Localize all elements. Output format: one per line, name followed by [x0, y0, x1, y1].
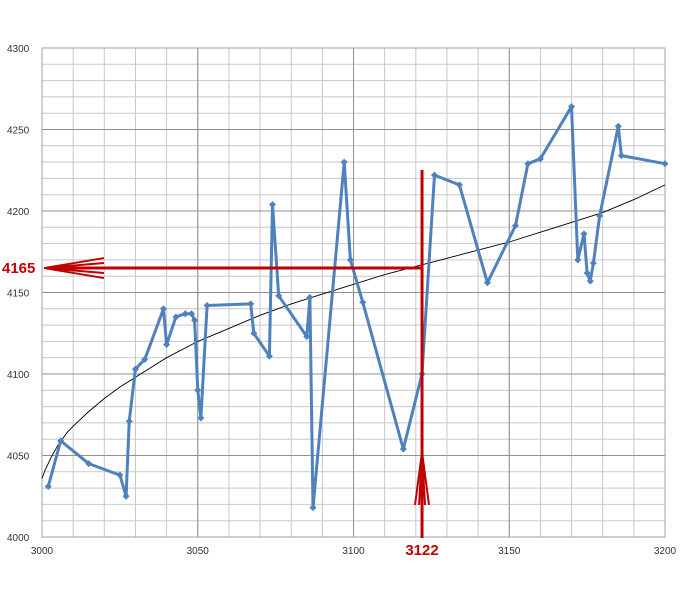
data-point: [265, 352, 273, 360]
x-tick-label: 3000: [31, 546, 54, 557]
data-point: [197, 414, 205, 422]
data-point: [586, 277, 594, 285]
data-point: [44, 482, 52, 490]
data-point: [57, 437, 65, 445]
y-tick-label: 4050: [7, 452, 30, 463]
data-point: [275, 292, 283, 300]
up-arrow-icon: [414, 451, 431, 506]
data-point: [303, 333, 311, 341]
data-point: [194, 386, 202, 394]
plot-area-border: [41, 47, 666, 538]
data-series: [44, 103, 669, 512]
y-tick-label: 4200: [7, 207, 30, 218]
trendline: [41, 184, 666, 479]
data-point: [250, 329, 258, 337]
y-axis-tick-labels: 4000 4050 4100 4150 4200 4250 4300: [7, 44, 30, 544]
data-point: [346, 256, 354, 264]
data-point: [596, 212, 604, 220]
data-point: [163, 341, 171, 349]
y-tick-label: 4100: [7, 370, 30, 381]
left-arrow-icon: [43, 257, 105, 280]
data-point: [574, 256, 582, 264]
x-tick-label: 3100: [342, 546, 365, 557]
data-point: [125, 417, 133, 425]
data-point: [309, 504, 317, 512]
data-point: [269, 200, 277, 208]
data-point: [568, 103, 576, 111]
annotation-layer: 4165 3122: [2, 170, 439, 559]
data-point: [116, 471, 124, 479]
data-point: [511, 222, 519, 230]
data-point: [191, 316, 199, 324]
y-tick-label: 4000: [7, 533, 30, 544]
data-point: [359, 298, 367, 306]
y-tick-label: 4250: [7, 126, 30, 137]
y-value-annotation: 4165: [2, 260, 35, 277]
data-point: [524, 160, 532, 168]
x-axis-tick-labels: 3000 3050 3100 3150 3200: [31, 546, 677, 557]
data-point: [483, 279, 491, 287]
x-value-annotation: 3122: [405, 542, 438, 559]
data-point: [172, 313, 180, 321]
data-point: [181, 310, 189, 318]
y-tick-label: 4150: [7, 289, 30, 300]
data-point: [617, 152, 625, 160]
data-point: [131, 365, 139, 373]
data-point: [122, 492, 130, 500]
data-point: [141, 355, 149, 363]
data-point: [188, 310, 196, 318]
data-point: [536, 155, 544, 163]
data-point: [589, 259, 597, 267]
data-point: [159, 305, 167, 313]
data-point: [203, 302, 211, 310]
x-tick-label: 3200: [654, 546, 677, 557]
x-tick-label: 3150: [498, 546, 521, 557]
series-line: [46, 105, 666, 510]
data-point: [306, 293, 314, 301]
data-point: [580, 230, 588, 238]
data-point: [399, 445, 407, 453]
data-point: [583, 269, 591, 277]
x-tick-label: 3050: [187, 546, 210, 557]
data-point: [340, 158, 348, 166]
data-point: [614, 122, 622, 130]
data-point: [247, 300, 255, 308]
data-point: [430, 171, 438, 179]
data-point: [661, 160, 669, 168]
y-tick-label: 4300: [7, 44, 30, 55]
data-point: [85, 460, 93, 468]
data-point: [455, 181, 463, 189]
